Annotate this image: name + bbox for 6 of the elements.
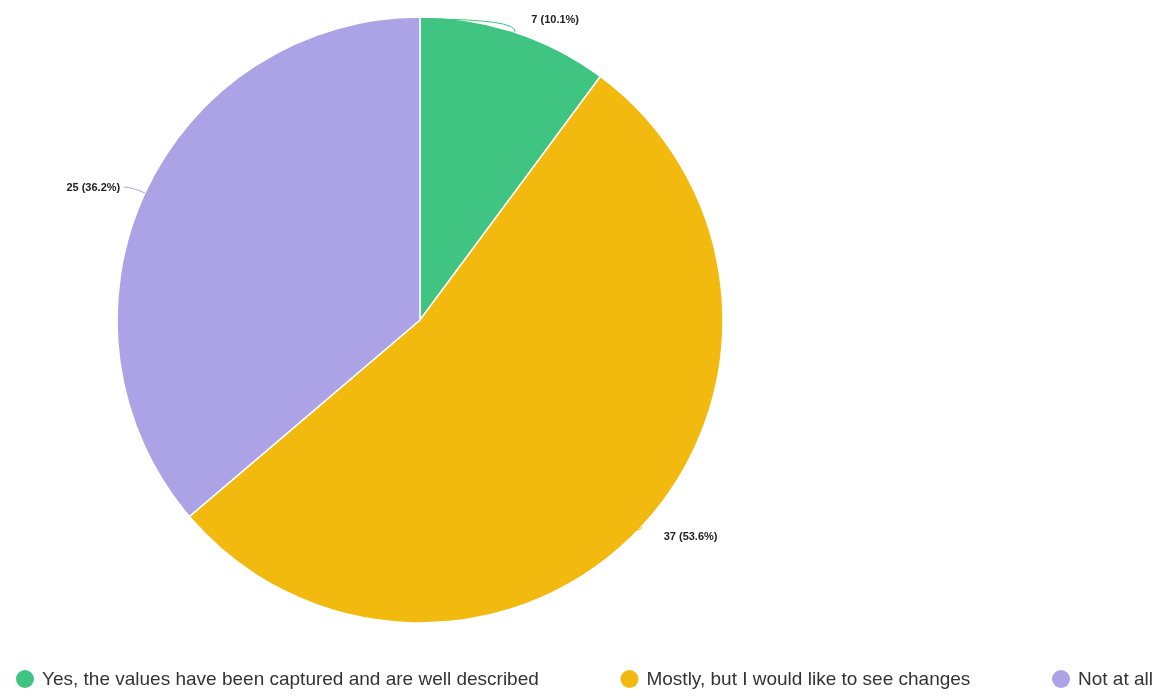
legend-label: Not at all [1078,668,1153,689]
data-label: 25 (36.2%) [66,181,121,194]
legend-label: Mostly, but I would like to see changes [646,668,971,689]
data-label: 37 (53.6%) [663,530,718,543]
data-label: 7 (10.1%) [531,12,580,25]
legend-label: Yes, the values have been captured and are well described [42,668,539,689]
